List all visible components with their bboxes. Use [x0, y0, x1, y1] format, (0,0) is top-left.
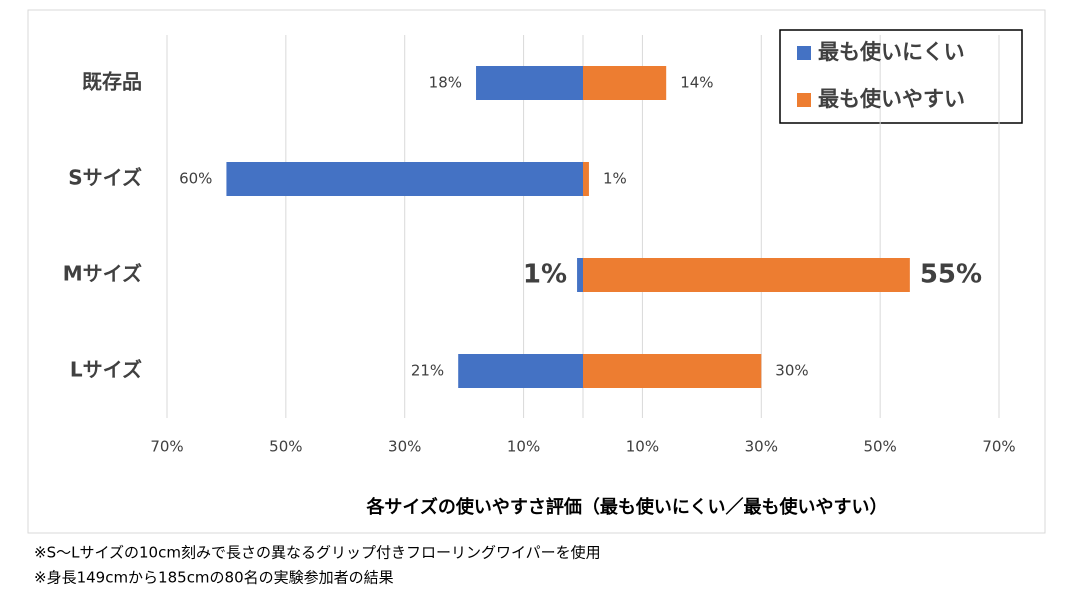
data-label: 60%	[179, 170, 212, 188]
bar	[583, 66, 667, 100]
x-tick-label: 50%	[269, 438, 302, 456]
legend-swatch	[797, 93, 811, 107]
bar	[583, 258, 910, 292]
bar	[226, 162, 583, 196]
y-tick-label: Sサイズ	[68, 166, 142, 190]
x-tick-label: 30%	[745, 438, 778, 456]
data-label: 1%	[603, 170, 627, 188]
note: ※身長149cmから185cmの80名の実験参加者の結果	[34, 569, 394, 587]
data-label: 55%	[920, 260, 982, 290]
bar	[476, 66, 583, 100]
legend-label: 最も使いにくい	[818, 40, 965, 64]
bar	[583, 162, 589, 196]
x-axis-title: 各サイズの使いやすさ評価（最も使いにくい／最も使いやすい）	[365, 496, 887, 518]
bar	[577, 258, 583, 292]
y-tick-label: 既存品	[82, 70, 142, 94]
x-tick-label: 70%	[150, 438, 183, 456]
x-tick-label: 10%	[626, 438, 659, 456]
y-tick-label: Mサイズ	[63, 262, 142, 286]
data-label: 1%	[523, 260, 567, 290]
data-label: 14%	[680, 74, 713, 92]
data-label: 30%	[775, 362, 808, 380]
data-label: 21%	[411, 362, 444, 380]
bar	[583, 354, 762, 388]
y-tick-label: Lサイズ	[70, 358, 142, 382]
x-tick-label: 10%	[507, 438, 540, 456]
legend-box	[779, 29, 1023, 124]
bar	[458, 354, 583, 388]
note: ※S～Lサイズの10cm刻みで長さの異なるグリップ付きフローリングワイパーを使用	[34, 544, 601, 562]
x-tick-label: 50%	[863, 438, 896, 456]
x-tick-label: 70%	[982, 438, 1015, 456]
data-label: 18%	[429, 74, 462, 92]
x-tick-label: 30%	[388, 438, 421, 456]
legend-label: 最も使いやすい	[818, 87, 965, 111]
legend-swatch	[797, 46, 811, 60]
